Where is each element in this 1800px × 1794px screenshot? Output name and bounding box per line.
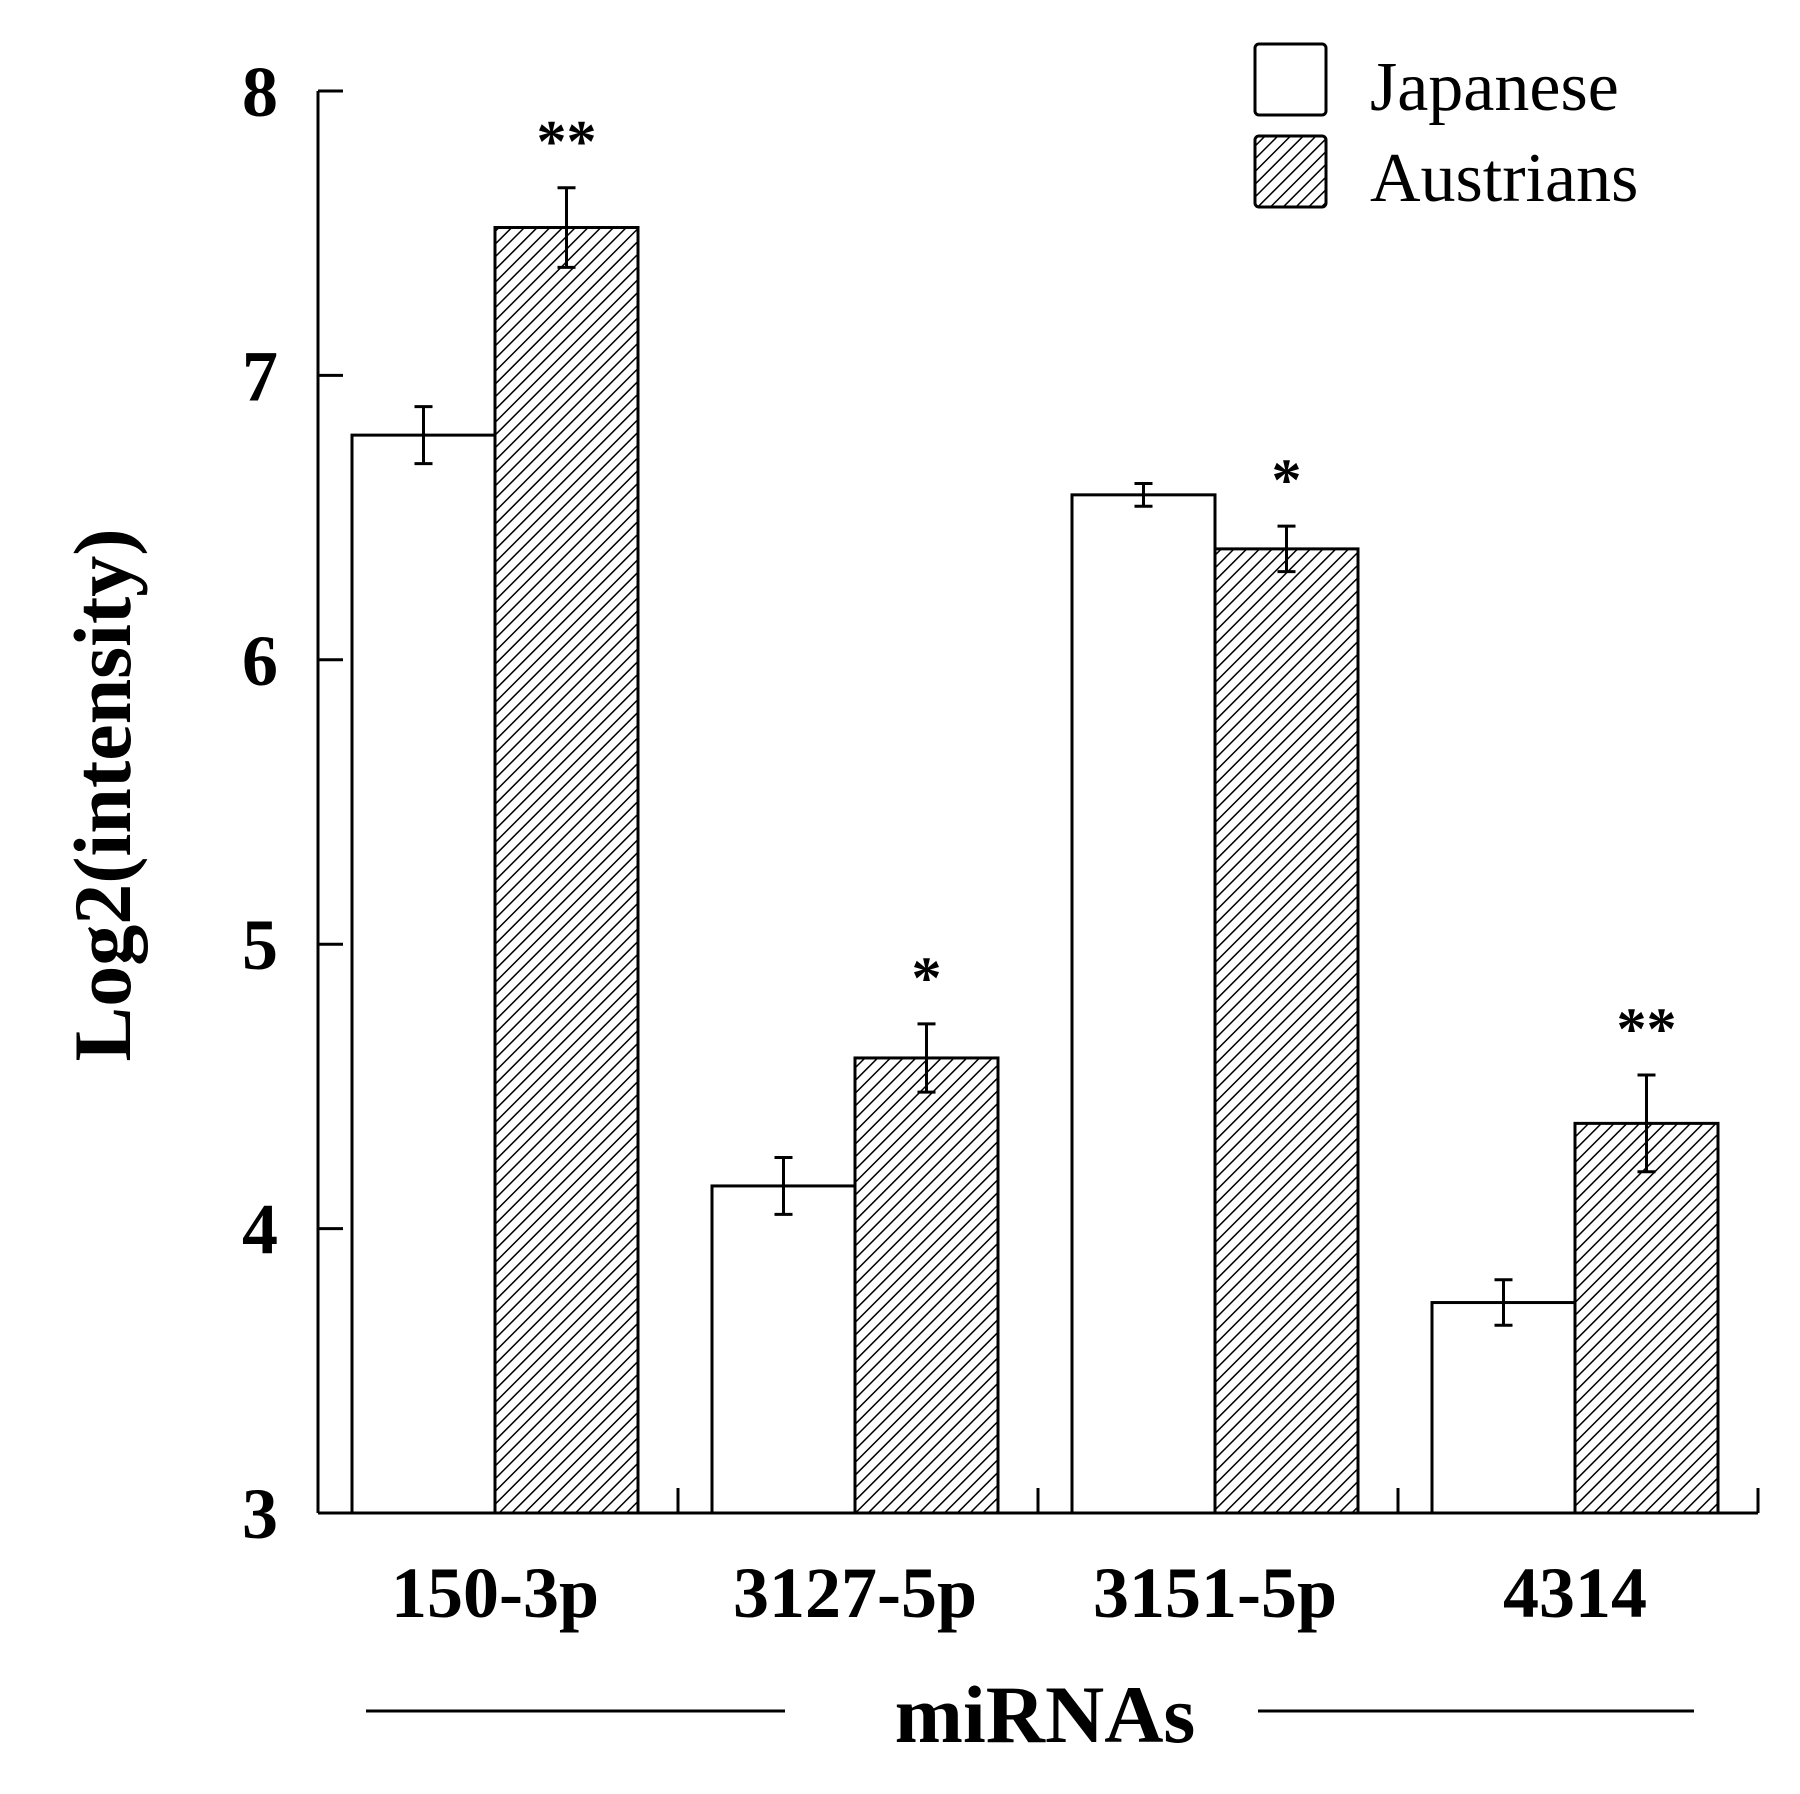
significance-marker: ** (1617, 996, 1677, 1062)
bar-japanese (710, 1184, 857, 1515)
bar-japanese (1430, 1301, 1577, 1515)
category-label: 3127-5p (733, 1553, 977, 1633)
significance-labels: ****** (537, 109, 1677, 1062)
legend-swatch-austrians (1253, 134, 1328, 209)
y-tick-label: 4 (242, 1190, 278, 1270)
category-labels: 150-3p 3127-5p 3151-5p 4314 (391, 1553, 1647, 1633)
error-bars (414, 186, 1656, 1327)
y-tick-label: 7 (242, 336, 278, 416)
x-ticks (676, 1488, 1760, 1513)
y-tick-label: 3 (242, 1474, 278, 1554)
bar-austrians (1573, 1121, 1720, 1515)
x-axis-title: miRNAs (895, 1669, 1196, 1760)
legend-label-japanese: Japanese (1370, 49, 1619, 126)
bar-japanese (1070, 493, 1217, 1515)
bar-austrians (1213, 547, 1360, 1515)
legend: Japanese Austrians (1253, 42, 1638, 217)
y-tick-label: 8 (242, 52, 278, 132)
bar-austrians (493, 226, 640, 1515)
category-label: 150-3p (391, 1553, 599, 1633)
category-label: 3151-5p (1093, 1553, 1337, 1633)
significance-marker: * (1272, 447, 1302, 513)
bar-japanese (350, 433, 497, 1515)
significance-marker: * (912, 945, 942, 1011)
y-tick-label: 6 (242, 621, 278, 701)
legend-swatch-japanese (1253, 42, 1328, 117)
bars (350, 226, 1720, 1515)
legend-label-austrians: Austrians (1370, 140, 1638, 217)
category-label: 4314 (1503, 1553, 1647, 1633)
x-axis-title-group: miRNAs (366, 1669, 1694, 1760)
significance-marker: ** (537, 109, 597, 175)
bar-austrians (853, 1056, 1000, 1515)
y-ticks: 3 4 5 6 7 8 (242, 52, 343, 1554)
y-tick-label: 5 (242, 905, 278, 985)
y-axis-title: Log2(intensity) (57, 529, 148, 1062)
